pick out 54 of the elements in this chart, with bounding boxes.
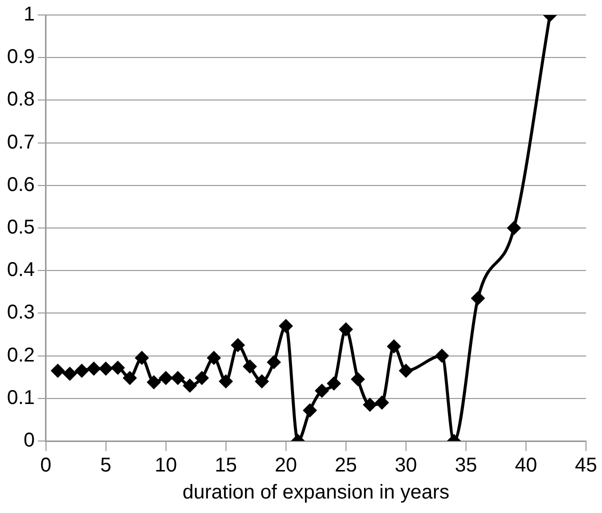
point [99,362,112,376]
point [75,364,88,378]
x-tick-label: 0 [40,454,52,477]
y-tick-label: 0.2 [6,344,35,366]
y-tick-label: 0.1 [6,386,35,409]
point [183,379,196,392]
y-tick-label: 0.8 [6,88,35,111]
point [363,398,376,412]
point [507,222,520,234]
point [243,360,256,373]
x-tick-label: 30 [394,454,418,477]
point [315,384,328,398]
y-tick-label: 0.3 [6,302,35,324]
point [399,364,412,378]
point [255,374,268,388]
x-tick-label: 15 [214,454,237,477]
point [327,376,340,390]
point [279,319,292,332]
point [195,371,208,384]
point [435,349,448,362]
point [207,351,220,364]
x-tick-label: 35 [454,454,478,477]
point [147,376,160,389]
point [471,292,484,305]
point [171,371,184,384]
point [375,396,388,410]
point [135,351,148,364]
point [303,404,316,417]
x-tick-label: 20 [274,454,298,477]
x-tick-label: 5 [100,454,112,477]
point [231,338,244,352]
y-tick-label: 0.6 [6,174,35,196]
point [339,322,352,336]
point [51,364,64,378]
point [387,340,400,353]
point [159,371,172,384]
point [123,371,136,384]
y-tick-label: 0.7 [6,131,35,154]
x-tick-label: 25 [334,454,358,477]
x-axis-title: duration of expansion in years [182,482,450,504]
point [111,361,124,374]
y-tick-label: 1 [24,4,35,26]
y-tick-label: 0.4 [6,259,35,282]
x-tick-label: 10 [154,454,177,477]
point [267,356,280,369]
point [87,362,100,376]
point [63,367,76,380]
x-tick-label: 40 [514,454,538,477]
point [219,374,232,388]
y-tick-label: 0 [24,430,35,452]
y-tick-label: 0.9 [6,46,35,68]
y-tick-label: 0.5 [6,216,35,239]
x-tick-label: 45 [574,454,598,477]
point [351,372,364,386]
